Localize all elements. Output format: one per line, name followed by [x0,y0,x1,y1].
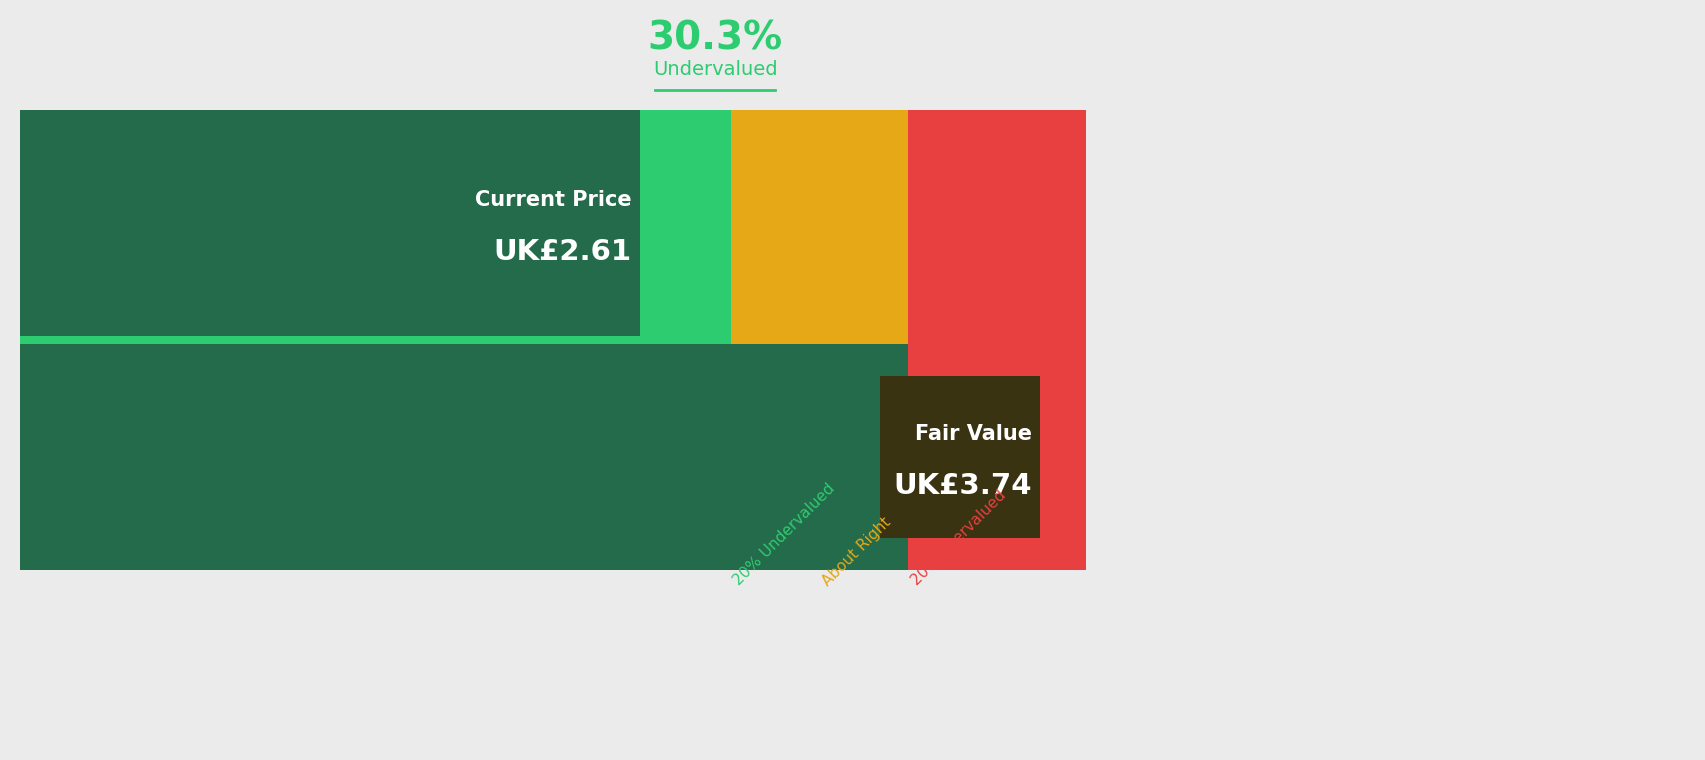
Text: 20% Overvalued: 20% Overvalued [907,488,1008,588]
Text: Fair Value: Fair Value [914,424,1032,445]
Bar [440,141,639,304]
Text: About Right: About Right [818,515,893,588]
Bar [730,110,907,570]
Text: 20% Undervalued: 20% Undervalued [730,481,837,588]
Text: UK£2.61: UK£2.61 [493,239,631,267]
Text: UK£3.74: UK£3.74 [892,473,1032,500]
Bar [907,110,1086,570]
Bar [880,375,1038,538]
Bar [20,110,639,336]
Text: Undervalued: Undervalued [653,60,777,79]
Bar [20,344,907,570]
Text: 30.3%: 30.3% [648,20,783,58]
Bar [20,110,730,570]
Text: Current Price: Current Price [476,191,631,211]
